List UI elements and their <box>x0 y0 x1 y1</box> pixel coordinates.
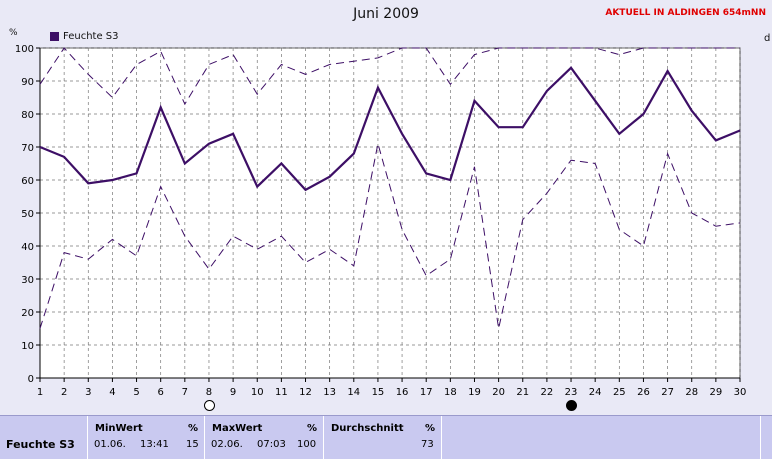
x-tick-label: 16 <box>396 387 409 398</box>
stats-label-cell: Feuchte S3 <box>0 416 88 459</box>
y-tick-label: 90 <box>21 77 34 88</box>
location-note: AKTUELL IN ALDINGEN 654mNN <box>605 8 766 18</box>
avg-cell: Durchschnitt % 73 <box>324 416 442 459</box>
new-moon-icon <box>566 400 578 411</box>
full-moon-icon <box>203 400 215 411</box>
y-tick-label: 70 <box>21 143 34 154</box>
max-value: 100 <box>297 439 317 450</box>
x-tick-label: 10 <box>251 387 264 398</box>
x-tick-label: 6 <box>158 387 164 398</box>
x-tick-label: 17 <box>420 387 433 398</box>
avg-header: Durchschnitt <box>331 423 404 434</box>
x-tick-label: 11 <box>275 387 288 398</box>
x-tick-label: 4 <box>109 387 115 398</box>
x-tick-label: 28 <box>685 387 698 398</box>
y-unit-label: % <box>9 28 18 38</box>
stats-row-label: Feuchte S3 <box>6 438 75 451</box>
x-tick-label: 29 <box>709 387 722 398</box>
x-tick-label: 19 <box>468 387 481 398</box>
x-tick-label: 21 <box>516 387 529 398</box>
min-unit: % <box>188 423 199 434</box>
series-line-0 <box>39 66 741 192</box>
x-tick-label: 23 <box>565 387 578 398</box>
max-date: 02.06. <box>211 439 243 450</box>
stats-empty-cell <box>442 416 761 459</box>
x-tick-label: 14 <box>347 387 360 398</box>
right-unit-label: d <box>764 33 771 44</box>
y-tick-label: 40 <box>21 242 34 253</box>
y-tick-label: 0 <box>28 374 34 385</box>
min-cell: MinWert % 01.06. 13:41 15 <box>88 416 205 459</box>
legend-swatch <box>50 32 59 41</box>
x-tick-label: 13 <box>323 387 336 398</box>
y-tick-label: 50 <box>21 209 34 220</box>
max-header: MaxWert <box>212 423 263 434</box>
x-tick-label: 27 <box>661 387 674 398</box>
max-cell: MaxWert % 02.06. 07:03 100 <box>205 416 324 459</box>
series-line-1 <box>39 47 740 106</box>
y-tick-label: 20 <box>21 308 34 319</box>
x-tick-label: 3 <box>85 387 91 398</box>
x-tick-label: 7 <box>182 387 188 398</box>
min-value: 15 <box>186 439 199 450</box>
x-tick-label: 22 <box>541 387 554 398</box>
x-tick-label: 8 <box>206 387 212 398</box>
avg-value: 73 <box>421 439 434 450</box>
x-tick-label: 26 <box>637 387 650 398</box>
y-tick-label: 80 <box>21 110 34 121</box>
x-tick-label: 2 <box>61 387 67 398</box>
legend: Feuchte S3 <box>50 31 119 42</box>
min-date: 01.06. <box>94 439 126 450</box>
avg-unit: % <box>425 423 436 434</box>
series-line-2 <box>39 143 741 329</box>
min-time: 13:41 <box>140 439 169 450</box>
y-tick-label: 30 <box>21 275 34 286</box>
chart-title: Juni 2009 <box>353 6 419 22</box>
x-tick-label: 18 <box>444 387 457 398</box>
y-tick-label: 10 <box>21 341 34 352</box>
x-tick-label: 25 <box>613 387 626 398</box>
x-tick-label: 15 <box>372 387 385 398</box>
stats-panel: Feuchte S3 MinWert % 01.06. 13:41 15 Max… <box>0 415 772 459</box>
y-tick-label: 60 <box>21 176 34 187</box>
x-tick-label: 5 <box>133 387 139 398</box>
x-tick-label: 30 <box>734 387 747 398</box>
x-tick-label: 9 <box>230 387 236 398</box>
legend-label: Feuchte S3 <box>63 31 119 42</box>
min-header: MinWert <box>95 423 143 434</box>
x-tick-label: 12 <box>299 387 312 398</box>
max-time: 07:03 <box>257 439 286 450</box>
max-unit: % <box>307 423 318 434</box>
x-tick-label: 24 <box>589 387 602 398</box>
y-tick-label: 100 <box>15 44 34 55</box>
x-tick-label: 1 <box>37 387 43 398</box>
x-tick-label: 20 <box>492 387 505 398</box>
